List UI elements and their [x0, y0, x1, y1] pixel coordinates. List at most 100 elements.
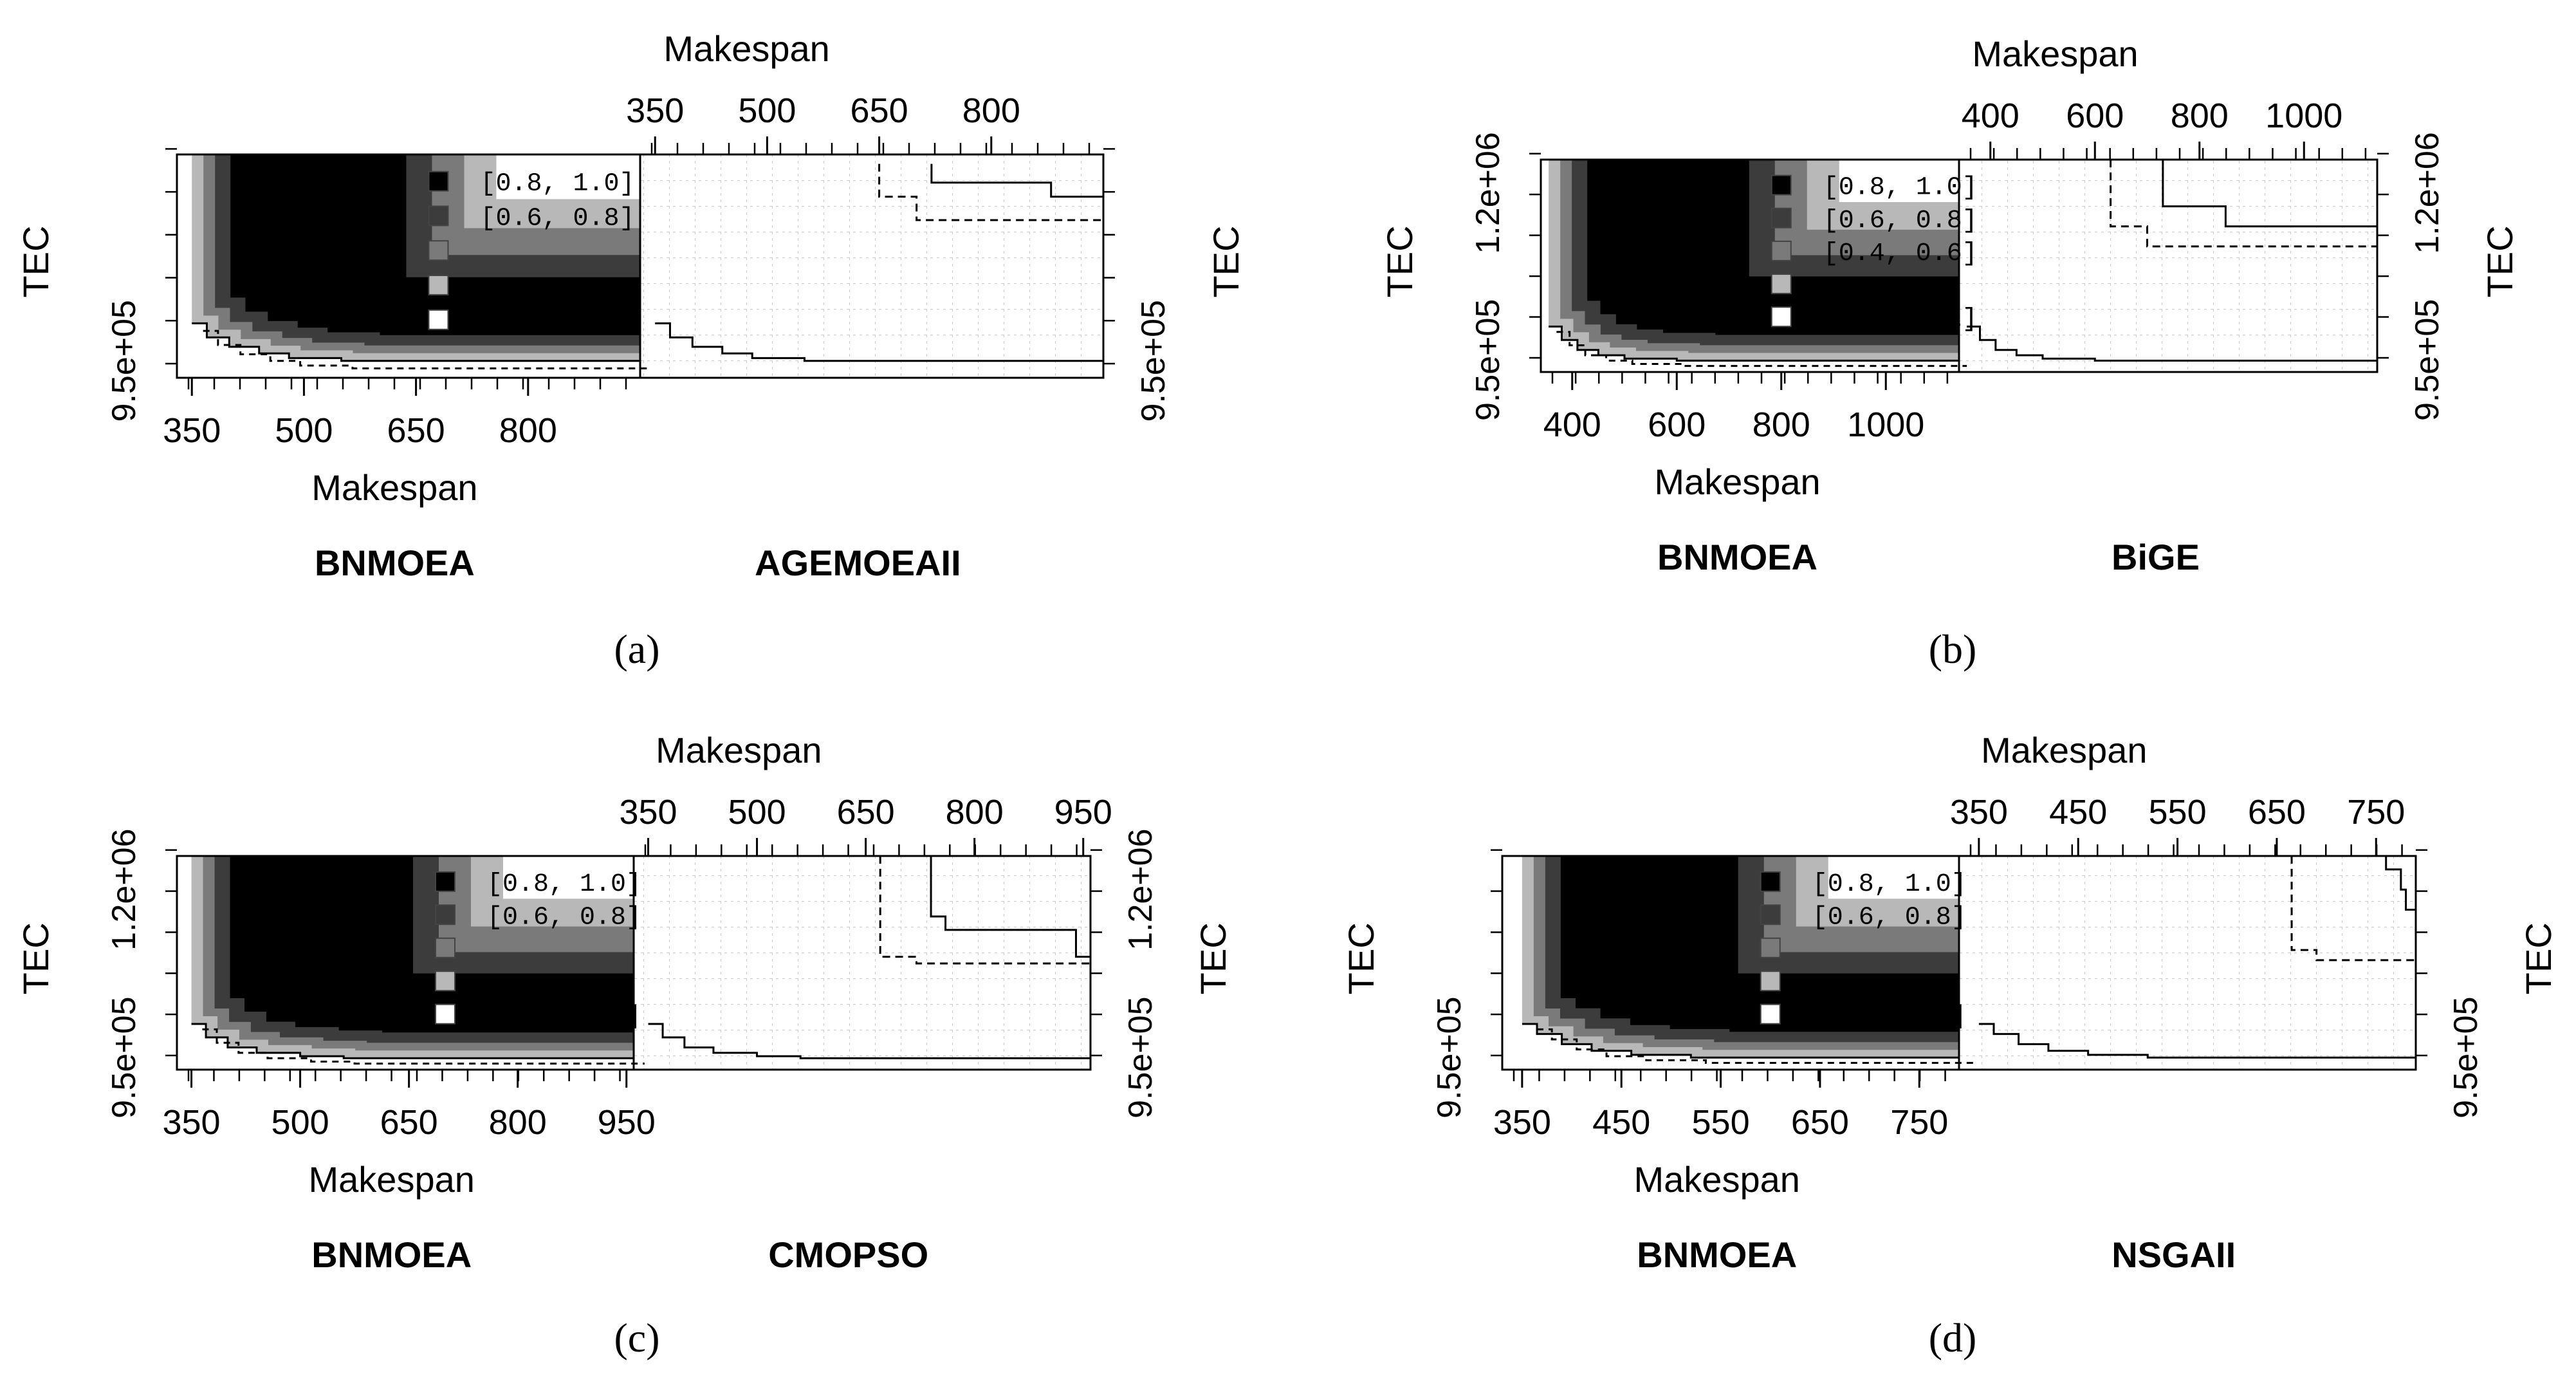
legend-label-4: [0.0, 0.2] — [1812, 1003, 1967, 1032]
x-axis-title-top: Makespan — [1972, 33, 2138, 74]
median-front-right-line — [878, 163, 1103, 221]
median-front-left-line — [203, 330, 652, 369]
x-tick-label-top: 350 — [626, 91, 684, 130]
right-panel-grid — [1959, 856, 2416, 1070]
x-tick-label-top: 400 — [1962, 97, 2019, 135]
y-tick-label-right: 9.5e+05 — [2409, 299, 2446, 421]
median-front-right-line — [879, 856, 1090, 965]
panel-caption: (a) — [614, 626, 659, 672]
y-tick-label-left: 9.5e+05 — [106, 996, 143, 1118]
legend-swatch-1 — [1771, 207, 1792, 228]
x-tick-label-bottom: 650 — [380, 1103, 438, 1142]
legend-swatch-0 — [428, 171, 449, 192]
x-axis-title-top: Makespan — [663, 28, 829, 69]
x-tick-label-top: 550 — [2149, 793, 2207, 832]
legend-label-4: [0.0, 0.2] — [1823, 305, 1978, 334]
worst-front-right-line — [2366, 855, 2416, 911]
x-tick-label-bottom: 800 — [1753, 405, 1810, 444]
legend-label-0: [0.8, 1.0] — [1823, 174, 1978, 203]
right-algorithm-name: NSGAII — [2111, 1234, 2236, 1275]
y-tick-label-left: 1.2e+06 — [106, 828, 143, 950]
x-tick-label-bottom: 800 — [499, 411, 557, 450]
x-tick-label-top: 600 — [2066, 97, 2124, 135]
legend-swatch-3 — [1771, 274, 1792, 295]
right-panel-grid — [640, 154, 1103, 378]
x-tick-label-top: 350 — [619, 793, 677, 832]
best-front-right-line — [648, 1023, 1090, 1059]
x-tick-label-bottom: 550 — [1692, 1103, 1750, 1142]
y-axis-title-left: TEC — [1341, 922, 1381, 994]
y-axis-title-left: TEC — [15, 922, 56, 994]
legend-label-0: [0.8, 1.0] — [480, 170, 634, 199]
eaf-lower-block — [316, 277, 640, 322]
y-axis-title-left: TEC — [1379, 225, 1420, 297]
legend-swatch-2 — [428, 240, 449, 261]
x-tick-label-bottom: 350 — [162, 1103, 220, 1142]
y-axis-title-right: TEC — [2518, 922, 2559, 994]
right-panel-frame — [632, 855, 1092, 1071]
legend-label-0: [0.8, 1.0] — [1812, 870, 1967, 899]
x-tick-label-bottom: 500 — [271, 1103, 329, 1142]
right-panel-grid — [1959, 160, 2377, 372]
median-front-left-line — [202, 1028, 645, 1065]
y-axis-title-left: TEC — [15, 226, 56, 298]
panel-caption: (c) — [614, 1315, 659, 1361]
y-tick-label-right: 9.5e+05 — [1122, 996, 1159, 1118]
legend-swatch-4 — [1771, 306, 1792, 328]
x-axis-title-bottom: Makespan — [311, 467, 477, 508]
best-front-right-line — [1967, 325, 2377, 362]
median-front-right-line — [2110, 160, 2377, 248]
best-front-left-line — [191, 1023, 634, 1059]
x-tick-label-bottom: 600 — [1648, 405, 1706, 444]
y-tick-label-left: 9.5e+05 — [106, 300, 143, 422]
worst-front-right-line — [930, 856, 1090, 958]
legend-label-1: [0.6, 0.8] — [1812, 903, 1967, 932]
x-axis-title-top: Makespan — [656, 730, 822, 770]
x-tick-label-bottom: 950 — [598, 1103, 656, 1142]
best-front-right-line — [1978, 1023, 2416, 1059]
legend-label-2: [0.4, 0.6] — [1823, 239, 1978, 268]
panel-d: [0.8, 1.0] [0.6, 0.8] [0.0, 0.2] 350 450 550 6… — [1341, 730, 2559, 1361]
y-tick-label-left: 9.5e+05 — [1431, 996, 1468, 1118]
panel-b: [0.8, 1.0] [0.6, 0.8] [0.4, 0.6] [0.0, 0.2]… — [1379, 33, 2520, 672]
right-algorithm-name: CMOPSO — [768, 1234, 928, 1275]
best-front-left-line — [1549, 325, 1959, 362]
legend-swatch-3 — [428, 274, 449, 295]
x-axis-title-bottom: Makespan — [1634, 1159, 1800, 1200]
right-panel-frame — [639, 153, 1105, 379]
eaf-upper-block-4 — [1828, 856, 1959, 899]
y-tick-label-left: 1.2e+06 — [1469, 132, 1507, 254]
worst-front-right-line — [930, 163, 1103, 198]
eaf-upper-block-4 — [1839, 160, 1959, 202]
eaf-lower-block — [1639, 973, 1959, 1016]
legend-label-1: [0.6, 0.8] — [487, 903, 641, 932]
panel-a: [0.8, 1.0] [0.6, 0.8] [0.0, 0.2] 350 500 650 8… — [15, 28, 1246, 672]
median-front-right-line — [2290, 856, 2416, 962]
worst-front-right-line — [2162, 160, 2377, 228]
legend-swatch-2 — [434, 937, 455, 958]
eaf-lower-block — [1666, 276, 1959, 319]
legend-swatch-4 — [1760, 1003, 1781, 1025]
x-tick-label-top: 650 — [837, 793, 895, 832]
right-algorithm-name: BiGE — [2111, 537, 2200, 577]
left-algorithm-name: BNMOEA — [1657, 537, 1817, 577]
x-tick-label-top: 500 — [738, 91, 796, 130]
x-tick-label-top: 750 — [2347, 793, 2405, 832]
median-front-left-line — [1537, 1028, 1974, 1064]
panel-c: [0.8, 1.0] [0.6, 0.8] [0.0, 0.2] 350 500 650 8… — [15, 730, 1233, 1361]
panel-caption: (b) — [1929, 626, 1977, 672]
legend-swatch-0 — [1760, 871, 1781, 892]
y-axis-title-right: TEC — [2479, 225, 2520, 297]
y-tick-label-left: 9.5e+05 — [1469, 299, 1507, 421]
legend-swatch-2 — [1760, 937, 1781, 958]
legend-label-1: [0.6, 0.8] — [480, 204, 634, 233]
panel-caption: (d) — [1929, 1315, 1977, 1361]
right-panel-frame — [1958, 855, 2417, 1071]
best-front-right-line — [655, 322, 1103, 362]
x-tick-label-top: 500 — [728, 793, 786, 832]
x-tick-label-top: 1000 — [2265, 97, 2342, 135]
legend-label-4: [0.0, 0.2] — [487, 1003, 641, 1032]
x-tick-label-top: 800 — [962, 91, 1020, 130]
eaf-lower-block — [314, 973, 634, 1016]
